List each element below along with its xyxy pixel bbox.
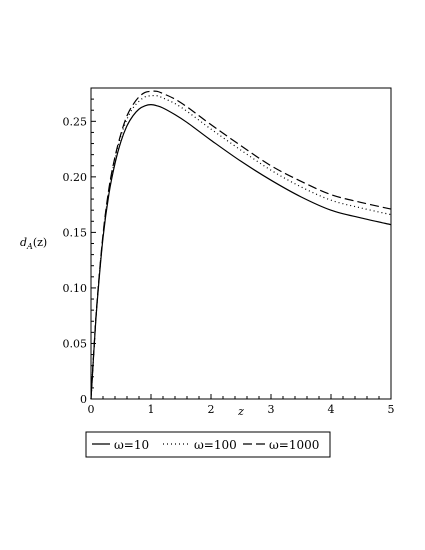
y-axis-title: dA(z) — [20, 236, 47, 251]
series-line-solid — [90, 104, 392, 400]
x-tick-label: 5 — [388, 403, 395, 416]
plot-area-border — [90, 87, 392, 400]
legend-label-omega-1000: ω=1000 — [269, 438, 319, 452]
legend-box — [85, 431, 331, 458]
y-tick-label: 0 — [80, 393, 87, 406]
plot-frame — [90, 87, 392, 400]
y-axis-title-arg: (z) — [33, 236, 47, 249]
y-tick-label: 0.15 — [63, 226, 88, 239]
y-tick-label: 0.10 — [63, 282, 88, 295]
x-tick-label: 4 — [328, 403, 335, 416]
x-axis-title: z — [237, 405, 244, 418]
tick-marks — [90, 87, 392, 400]
series-lines — [90, 90, 392, 400]
series-line-dotted — [90, 94, 392, 400]
legend-label-omega-100: ω=100 — [194, 438, 237, 452]
x-tick-label: 2 — [208, 403, 215, 416]
x-tick-label: 0 — [88, 403, 95, 416]
series-line-dashed — [90, 90, 392, 400]
x-tick-label: 3 — [268, 403, 275, 416]
legend: ω=10 ω=100 ω=1000 — [85, 431, 331, 458]
tick-labels: 0 1 2 3 4 5 0 0.05 0.10 0.15 0.20 0.25 — [63, 115, 395, 416]
y-tick-label: 0.20 — [63, 171, 88, 184]
x-tick-label: 1 — [148, 403, 155, 416]
legend-label-omega-10: ω=10 — [114, 438, 149, 452]
y-tick-label: 0.25 — [63, 115, 88, 128]
y-tick-label: 0.05 — [63, 337, 88, 350]
y-axis-title-sub: A — [26, 242, 33, 251]
svg-text:dA(z): dA(z) — [20, 236, 47, 251]
y-axis-title-main: d — [20, 236, 27, 249]
